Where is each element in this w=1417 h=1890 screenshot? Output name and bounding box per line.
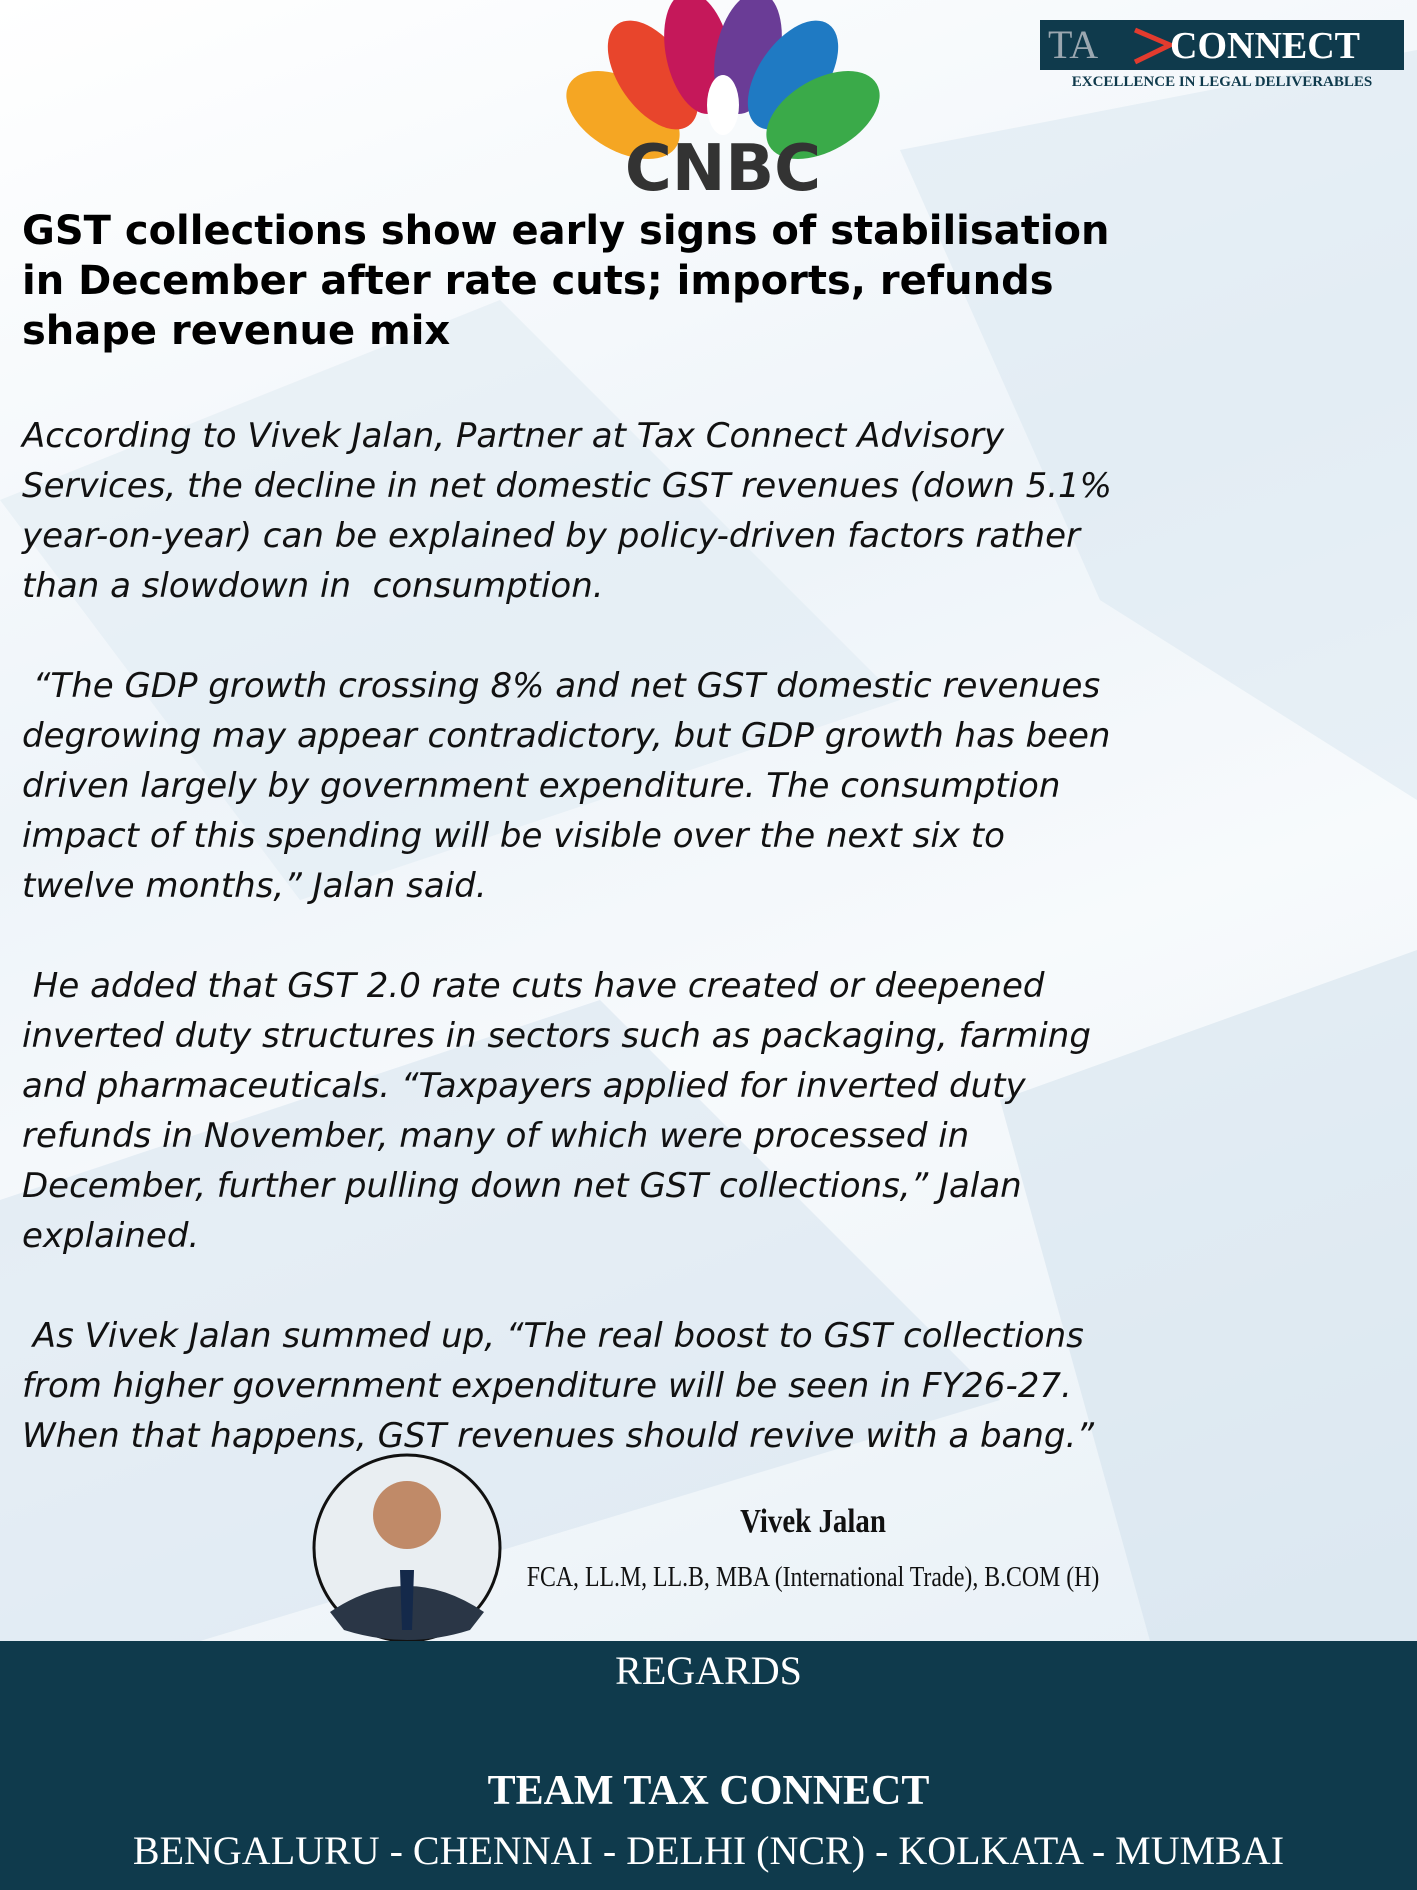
paragraph-line: December, further pulling down net GST c… — [22, 1166, 1022, 1206]
paragraph-line: inverted duty structures in sectors such… — [22, 1016, 1091, 1056]
paragraph-line: refunds in November, many of which were … — [22, 1116, 970, 1156]
paragraph-line: driven largely by government expenditure… — [22, 766, 1061, 806]
background: CNBC TA CONNECT EXCELLENCE IN LEGAL DELI… — [0, 0, 1417, 1641]
team: TEAM TAX CONNECT — [487, 1768, 930, 1814]
paragraph-line: Services, the decline in net domestic GS… — [22, 466, 1112, 506]
article-body: According to Vivek Jalan, Partner at Tax… — [22, 411, 1112, 1511]
headline: GST collections show early signs of stab… — [22, 206, 1109, 356]
headline-line: in December after rate cuts; imports, re… — [22, 258, 1054, 304]
paragraph-line: degrowing may appear contradictory, but … — [22, 716, 1111, 756]
brand-left: TA — [1048, 22, 1098, 67]
paragraph-line: When that happens, GST revenues should r… — [22, 1416, 1094, 1456]
tagline: EXCELLENCE IN LEGAL DELIVERABLES — [1072, 74, 1373, 90]
paragraph-line: and pharmaceuticals. “Taxpayers applied … — [22, 1066, 1026, 1106]
signature-name: Vivek Jalan — [740, 1503, 886, 1540]
brand-right: CONNECT — [1170, 25, 1360, 67]
headline-line: shape revenue mix — [22, 308, 451, 354]
paragraph-line: twelve months,” Jalan said. — [22, 866, 487, 906]
regards: REGARDS — [615, 1648, 802, 1693]
logo: CNBC — [625, 132, 821, 206]
cities: BENGALURU - CHENNAI - DELHI (NCR) - KOLK… — [132, 1828, 1285, 1873]
footer: REGARDS TEAM TAX CONNECT BENGALURU - CHE… — [0, 1641, 1417, 1890]
paragraph-line: year-on-year) can be explained by policy… — [22, 516, 1080, 556]
paragraph: As Vivek Jalan summed up, “The real boos… — [22, 1311, 1112, 1461]
paragraph: “The GDP growth crossing 8% and net GST … — [22, 661, 1112, 911]
paragraph: He added that GST 2.0 rate cuts have cre… — [22, 961, 1112, 1261]
paragraph-line: According to Vivek Jalan, Partner at Tax… — [22, 416, 1005, 456]
headline-line: GST collections show early signs of stab… — [22, 208, 1110, 254]
paragraph-line: explained. — [22, 1216, 200, 1256]
paragraph: According to Vivek Jalan, Partner at Tax… — [22, 411, 1112, 611]
paragraph-line: “The GDP growth crossing 8% and net GST … — [22, 666, 1101, 706]
paragraph-line: As Vivek Jalan summed up, “The real boos… — [22, 1316, 1084, 1356]
paragraph-line: than a slowdown in consumption. — [22, 566, 604, 606]
paragraph-line: from higher government expenditure will … — [22, 1366, 1072, 1406]
paragraph-line: impact of this spending will be visible … — [22, 816, 1005, 856]
paragraph-line: He added that GST 2.0 rate cuts have cre… — [22, 966, 1045, 1006]
signature-credentials: FCA, LL.M, LL.B, MBA (International Trad… — [526, 1562, 1100, 1593]
